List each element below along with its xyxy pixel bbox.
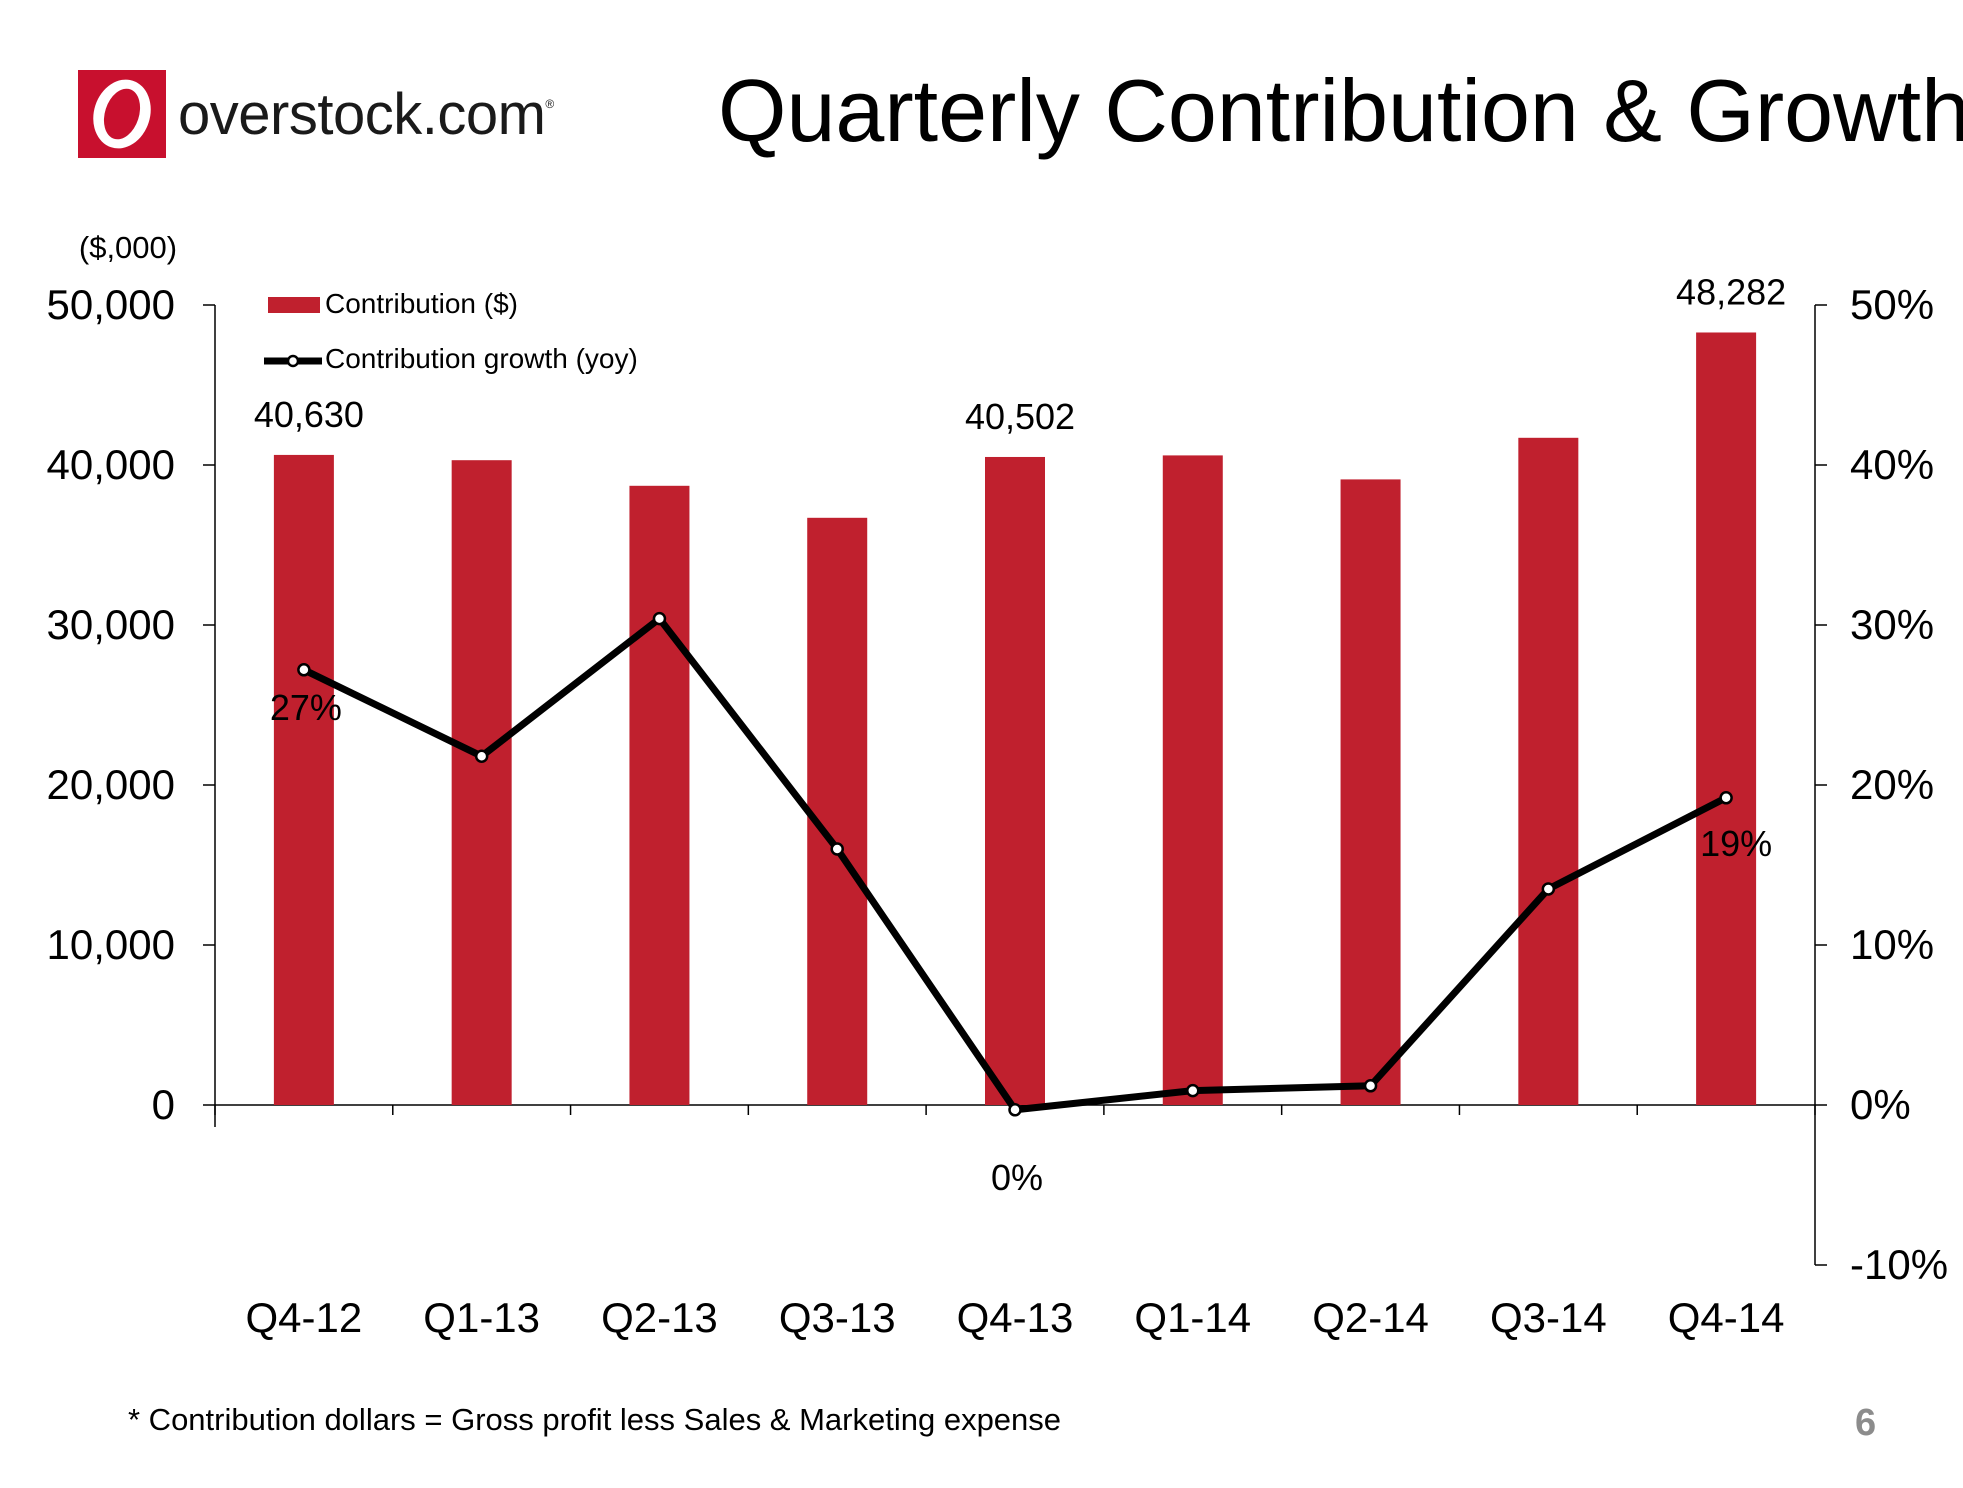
category-label: Q4-12 — [246, 1294, 363, 1341]
right-axis-tick-label: -10% — [1850, 1241, 1948, 1288]
growth-point-q2-14 — [1363, 1079, 1378, 1093]
growth-point-q3-14 — [1541, 882, 1556, 896]
growth-value-label: 27% — [270, 687, 342, 728]
left-axis-tick-label: 10,000 — [47, 921, 175, 968]
left-axis-tick-label: 20,000 — [47, 761, 175, 808]
bar-q2-14 — [1340, 479, 1401, 1105]
logo-wordmark: overstock.com® — [178, 81, 554, 147]
left-axis-tick-label: 0 — [152, 1081, 175, 1128]
right-axis-tick-label: 20% — [1850, 761, 1934, 808]
legend-line-marker — [286, 354, 300, 368]
bar-value-label: 48,282 — [1676, 271, 1786, 312]
legend-bar-swatch — [268, 297, 320, 313]
legend-line-label: Contribution growth (yoy) — [325, 343, 638, 374]
category-label: Q2-14 — [1312, 1294, 1429, 1341]
bar-q1-14 — [1162, 455, 1223, 1105]
growth-value-label: 19% — [1700, 823, 1772, 864]
bar-q3-14 — [1518, 437, 1579, 1105]
right-axis-tick-label: 40% — [1850, 441, 1934, 488]
overstock-logo: overstock.com® — [78, 68, 554, 160]
category-label: Q3-14 — [1490, 1294, 1607, 1341]
bar-value-label: 40,502 — [965, 396, 1075, 437]
right-axis-tick-label: 30% — [1850, 601, 1934, 648]
bar-q4-14 — [1696, 332, 1757, 1105]
growth-point-q1-14 — [1186, 1083, 1200, 1098]
legend-bar-label: Contribution ($) — [325, 288, 518, 319]
left-axis-tick-label: 50,000 — [47, 281, 175, 328]
growth-point-q4-14 — [1719, 791, 1733, 805]
bar-value-label: 40,630 — [254, 394, 364, 435]
unit-label: ($,000) — [79, 230, 177, 265]
right-axis-tick-label: 10% — [1850, 921, 1934, 968]
growth-point-q4-13 — [1008, 1103, 1022, 1117]
category-label: Q1-14 — [1134, 1294, 1251, 1341]
footnote: * Contribution dollars = Gross profit le… — [128, 1402, 1062, 1437]
right-axis-tick-label: 0% — [1850, 1081, 1911, 1128]
bar-q1-13 — [451, 460, 512, 1105]
category-label: Q4-14 — [1668, 1294, 1785, 1341]
page-title: Quarterly Contribution & Growth* — [718, 61, 1963, 160]
left-axis-tick-label: 30,000 — [47, 601, 175, 648]
contribution-chart: ($,000) 0 10,000 20,000 30,000 40,000 50,000 -1… — [47, 230, 1949, 1341]
right-axis-tick-label: 50% — [1850, 281, 1934, 328]
category-label: Q1-13 — [423, 1294, 540, 1341]
growth-point-q2-13 — [652, 611, 667, 626]
category-label: Q2-13 — [601, 1294, 718, 1341]
page-number: 6 — [1855, 1402, 1877, 1444]
bar-q2-13 — [629, 485, 690, 1105]
growth-point-q1-13 — [474, 749, 489, 763]
bar-q3-13 — [807, 517, 868, 1105]
category-label: Q3-13 — [779, 1294, 896, 1341]
bar-q4-13 — [985, 456, 1045, 1105]
category-label: Q4-13 — [957, 1294, 1074, 1341]
growth-point-q3-13 — [830, 842, 844, 856]
growth-value-label: 0% — [991, 1157, 1043, 1198]
logo-mark-icon — [78, 70, 166, 158]
growth-point-q4-12 — [297, 663, 311, 677]
left-axis-tick-label: 40,000 — [47, 441, 175, 488]
bar-q4-12 — [273, 454, 334, 1105]
